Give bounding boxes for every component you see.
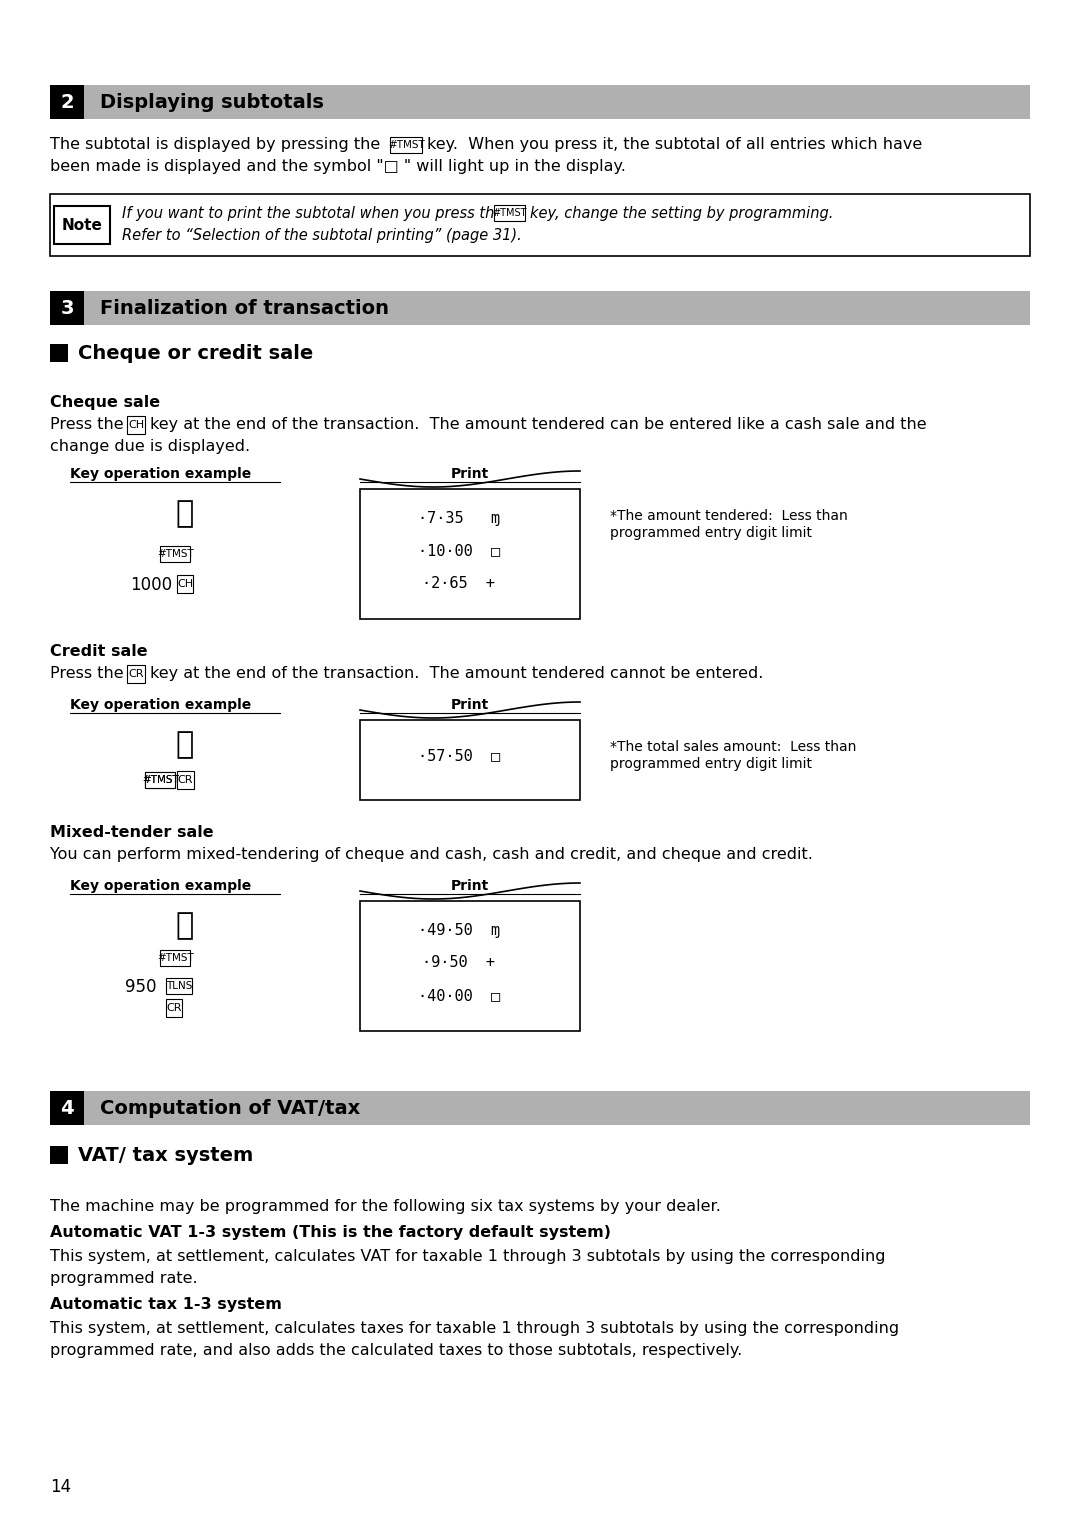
Bar <box>50 1091 1030 1125</box>
Text: Cheque sale: Cheque sale <box>50 395 160 410</box>
Text: Print: Print <box>450 879 489 893</box>
Text: ⋅10⋅00  □: ⋅10⋅00 □ <box>418 543 500 559</box>
Text: Computation of VAT/tax: Computation of VAT/tax <box>100 1099 361 1117</box>
Text: Print: Print <box>450 697 489 713</box>
Bar <box>145 772 175 789</box>
Bar <box>50 85 84 119</box>
Text: The machine may be programmed for the following six tax systems by your dealer.: The machine may be programmed for the fo… <box>50 1199 720 1215</box>
Text: Mixed-tender sale: Mixed-tender sale <box>50 826 214 839</box>
Text: *The total sales amount:  Less than: *The total sales amount: Less than <box>610 740 856 754</box>
Bar <box>390 137 422 153</box>
Bar <box>50 85 1030 119</box>
Bar <box>360 900 580 1032</box>
Text: Print: Print <box>450 467 489 481</box>
Bar <box>160 949 190 966</box>
Text: 14: 14 <box>50 1479 71 1495</box>
Bar <box>177 575 193 592</box>
Text: 2: 2 <box>60 93 73 111</box>
Text: Credit sale: Credit sale <box>50 644 148 659</box>
Text: programmed entry digit limit: programmed entry digit limit <box>610 757 812 771</box>
Text: *The amount tendered:  Less than: *The amount tendered: Less than <box>610 510 848 523</box>
Text: CR: CR <box>166 1003 181 1013</box>
Bar <box>50 1146 68 1164</box>
Text: Press the: Press the <box>50 417 123 432</box>
Bar <box>166 1000 183 1016</box>
Text: key, change the setting by programming.: key, change the setting by programming. <box>530 206 833 221</box>
Text: Key operation example: Key operation example <box>70 879 252 893</box>
Text: #TMST: #TMST <box>492 208 527 218</box>
Bar <box>127 417 146 433</box>
Text: Refer to “Selection of the subtotal printing” (page 31).: Refer to “Selection of the subtotal prin… <box>122 227 522 243</box>
Text: ⋅7⋅35   ɱ: ⋅7⋅35 ɱ <box>418 511 500 526</box>
Text: #TMST: #TMST <box>388 140 424 150</box>
Text: Displaying subtotals: Displaying subtotals <box>100 93 324 111</box>
Bar <box>50 291 84 325</box>
Text: ⋅40⋅00  □: ⋅40⋅00 □ <box>418 987 500 1003</box>
Text: ⋅57⋅50  □: ⋅57⋅50 □ <box>418 748 500 763</box>
Text: #TMST: #TMST <box>157 954 193 963</box>
Text: Finalization of transaction: Finalization of transaction <box>100 299 389 317</box>
Text: CR: CR <box>178 775 193 784</box>
Bar <box>50 291 1030 325</box>
Text: Cheque or credit sale: Cheque or credit sale <box>78 343 313 363</box>
Text: 1000: 1000 <box>130 575 172 594</box>
Text: Key operation example: Key operation example <box>70 467 252 481</box>
Text: Note: Note <box>62 218 103 232</box>
Text: key at the end of the transaction.  The amount tendered can be entered like a ca: key at the end of the transaction. The a… <box>150 417 927 432</box>
Bar <box>494 204 525 221</box>
Text: This system, at settlement, calculates taxes for taxable 1 through 3 subtotals b: This system, at settlement, calculates t… <box>50 1322 900 1335</box>
Text: #TMST: #TMST <box>141 775 178 784</box>
Text: key.  When you press it, the subtotal of all entries which have: key. When you press it, the subtotal of … <box>428 137 922 153</box>
Bar <box>160 546 190 562</box>
Text: Key operation example: Key operation example <box>70 697 252 713</box>
Text: ⎸: ⎸ <box>176 729 194 758</box>
Text: If you want to print the subtotal when you press the: If you want to print the subtotal when y… <box>122 206 503 221</box>
Text: 950: 950 <box>125 978 157 996</box>
Text: programmed rate.: programmed rate. <box>50 1271 198 1286</box>
Text: key at the end of the transaction.  The amount tendered cannot be entered.: key at the end of the transaction. The a… <box>150 665 764 681</box>
Text: This system, at settlement, calculates VAT for taxable 1 through 3 subtotals by : This system, at settlement, calculates V… <box>50 1248 886 1264</box>
Text: The subtotal is displayed by pressing the: The subtotal is displayed by pressing th… <box>50 137 380 153</box>
Text: ⎸: ⎸ <box>176 911 194 940</box>
Text: 4: 4 <box>60 1099 73 1117</box>
Bar <box>177 772 193 789</box>
Text: programmed rate, and also adds the calculated taxes to those subtotals, respecti: programmed rate, and also adds the calcu… <box>50 1343 742 1358</box>
Text: CR: CR <box>129 668 144 679</box>
Text: ⋅9⋅50  +: ⋅9⋅50 + <box>422 955 496 971</box>
Text: CH: CH <box>129 420 145 430</box>
Bar <box>50 343 68 362</box>
Text: Automatic VAT 1-3 system (This is the factory default system): Automatic VAT 1-3 system (This is the fa… <box>50 1225 611 1241</box>
Text: You can perform mixed-tendering of cheque and cash, cash and credit, and cheque : You can perform mixed-tendering of chequ… <box>50 847 813 862</box>
Bar <box>50 194 1030 256</box>
Text: change due is displayed.: change due is displayed. <box>50 439 251 455</box>
Text: programmed entry digit limit: programmed entry digit limit <box>610 526 812 540</box>
Text: been made is displayed and the symbol "□ " will light up in the display.: been made is displayed and the symbol "□… <box>50 159 626 174</box>
Text: Automatic tax 1-3 system: Automatic tax 1-3 system <box>50 1297 282 1312</box>
Text: ⋅2⋅65  +: ⋅2⋅65 + <box>422 575 496 591</box>
Text: ⋅49⋅50  ɱ: ⋅49⋅50 ɱ <box>418 923 500 938</box>
Bar <box>166 978 191 995</box>
Text: VAT/ tax system: VAT/ tax system <box>78 1146 253 1164</box>
Text: Press the: Press the <box>50 665 123 681</box>
Text: TLNS: TLNS <box>165 981 192 990</box>
Bar <box>54 206 110 244</box>
Text: 3: 3 <box>60 299 73 317</box>
Bar <box>145 772 175 789</box>
Text: #TMST: #TMST <box>157 549 193 559</box>
Text: #TMST: #TMST <box>141 775 178 784</box>
Text: ⎸: ⎸ <box>176 499 194 528</box>
Text: CH: CH <box>177 578 193 589</box>
Bar <box>127 665 146 682</box>
Bar <box>50 1091 84 1125</box>
Bar <box>360 488 580 620</box>
Bar <box>360 720 580 800</box>
